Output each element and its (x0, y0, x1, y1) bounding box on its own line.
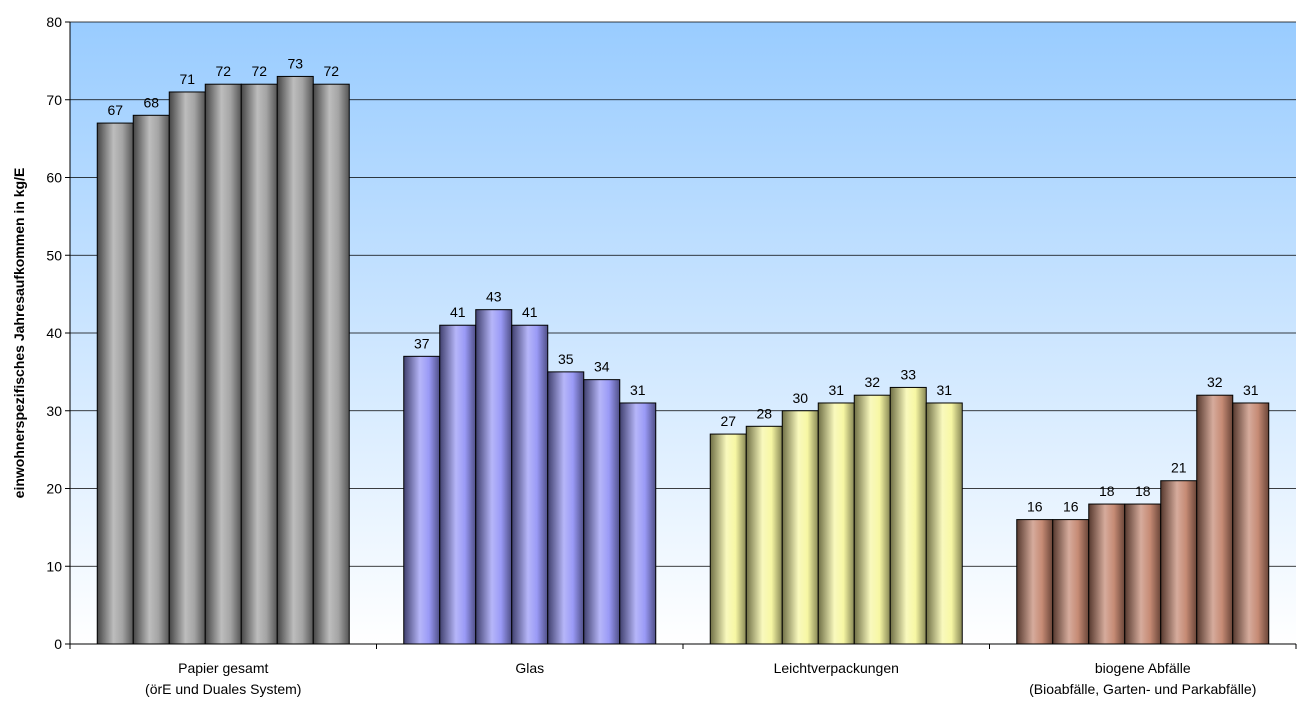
bar (853, 394, 891, 645)
bar (817, 402, 855, 645)
data-label: 43 (486, 289, 502, 305)
bar (1124, 503, 1162, 645)
data-label: 28 (756, 405, 772, 421)
data-label: 73 (287, 55, 303, 71)
bar (1160, 480, 1198, 645)
data-label: 32 (864, 374, 880, 390)
bar (889, 386, 927, 645)
bar (709, 433, 747, 645)
bar (511, 324, 549, 645)
data-label: 72 (323, 63, 339, 79)
bar (1088, 503, 1126, 645)
bar (1016, 519, 1054, 645)
bar (1052, 519, 1090, 645)
bar (168, 91, 206, 645)
bar (475, 309, 513, 645)
data-label: 72 (215, 63, 231, 79)
category-label: Leichtverpackungen (774, 660, 899, 676)
data-label: 18 (1135, 483, 1151, 499)
y-tick-label: 30 (46, 403, 62, 419)
bar (1232, 402, 1270, 645)
y-tick-label: 80 (46, 14, 62, 30)
data-label: 21 (1171, 460, 1187, 476)
bar (925, 402, 963, 645)
bar (547, 371, 585, 645)
bar (312, 83, 350, 645)
data-label: 31 (1243, 382, 1259, 398)
data-label: 67 (107, 102, 123, 118)
data-label: 37 (414, 335, 430, 351)
data-label: 41 (522, 304, 538, 320)
data-label: 68 (143, 94, 159, 110)
data-label: 27 (720, 413, 736, 429)
y-tick-label: 40 (46, 325, 62, 341)
data-label: 16 (1063, 499, 1079, 515)
y-tick-label: 60 (46, 170, 62, 186)
y-tick-label: 10 (46, 558, 62, 574)
bar (132, 114, 170, 645)
bar (781, 410, 819, 645)
bar (619, 402, 657, 645)
data-label: 71 (179, 71, 195, 87)
bar (1196, 394, 1234, 645)
y-tick-label: 70 (46, 92, 62, 108)
y-axis-label: einwohnerspezifisches Jahresaufkommen in… (11, 168, 27, 499)
bar (204, 83, 242, 645)
data-label: 18 (1099, 483, 1115, 499)
y-tick-label: 0 (54, 636, 62, 652)
category-label: biogene Abfälle (1095, 660, 1191, 676)
bar (583, 379, 621, 645)
category-label: Glas (515, 660, 544, 676)
y-tick-label: 50 (46, 247, 62, 263)
data-label: 41 (450, 304, 466, 320)
data-label: 16 (1027, 499, 1043, 515)
bar (745, 425, 783, 645)
bar (276, 75, 314, 645)
data-label: 31 (630, 382, 646, 398)
y-tick-label: 20 (46, 481, 62, 497)
bar (403, 355, 441, 645)
data-label: 31 (828, 382, 844, 398)
data-label: 30 (792, 390, 808, 406)
category-label: (örE und Duales System) (145, 681, 301, 697)
data-label: 35 (558, 351, 574, 367)
bar (240, 83, 278, 645)
bar (439, 324, 477, 645)
data-label: 72 (251, 63, 267, 79)
bar (96, 122, 134, 645)
data-label: 33 (900, 366, 916, 382)
data-label: 34 (594, 359, 610, 375)
data-label: 32 (1207, 374, 1223, 390)
category-label: (Bioabfälle, Garten- und Parkabfälle) (1029, 681, 1256, 697)
category-label: Papier gesamt (178, 660, 268, 676)
data-label: 31 (936, 382, 952, 398)
